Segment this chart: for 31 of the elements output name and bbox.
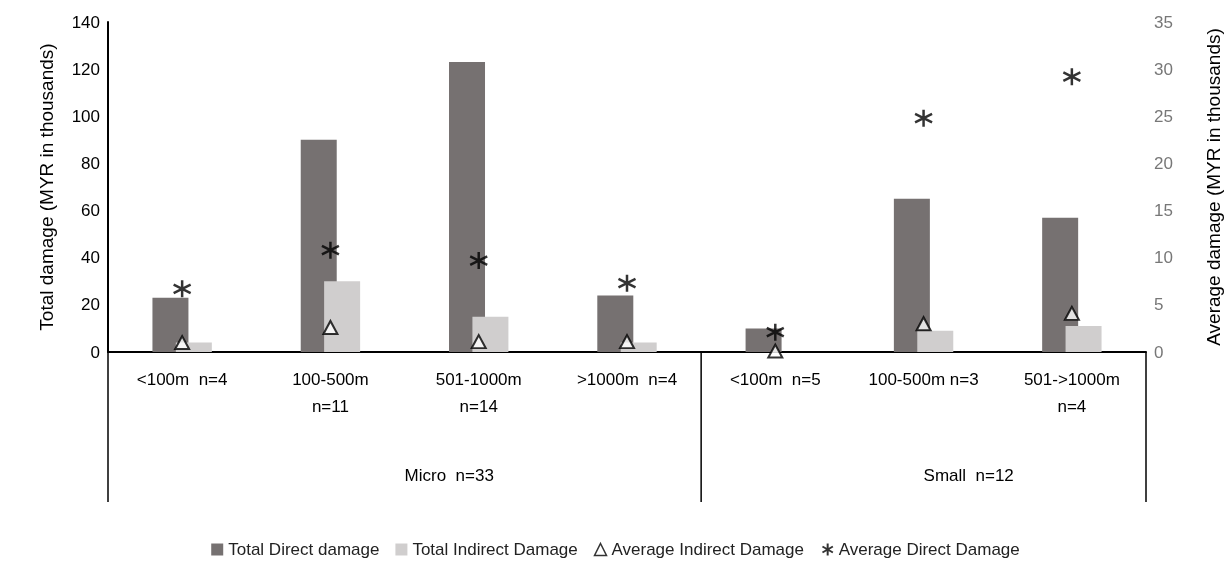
y-axis-title: Total damage (MYR in thousands) (36, 43, 57, 331)
y-tick-label: 100 (71, 106, 100, 126)
y-tick-label: 0 (90, 342, 100, 362)
x-tick-label: <100m n=5 (729, 370, 821, 389)
y2-tick-label: 25 (1154, 106, 1173, 126)
text: Small n=12 (923, 466, 1014, 485)
legend-label: Average Indirect Damage (611, 540, 804, 559)
y-tick-label: 60 (81, 201, 100, 221)
x-tick-label: <100m n=4 (136, 370, 228, 389)
y2-tick-label: 5 (1154, 295, 1164, 315)
y-tick-label: 40 (81, 248, 100, 268)
x-tick-label: 100-500m n=3 (868, 370, 979, 389)
y-tick-label: 80 (81, 153, 100, 173)
y2-tick-label: 15 (1154, 201, 1173, 221)
x-tick-label: >1000m n=4 (576, 370, 678, 389)
x-tick-label: 501-1000m n=14 (435, 370, 522, 416)
x-tick-label: 501->1000m n=4 (1023, 370, 1120, 416)
y2-tick-label: 35 (1154, 12, 1173, 32)
legend-label: Total Indirect Damage (412, 540, 578, 559)
y-tick-label: 120 (71, 59, 100, 79)
y2-tick-label: 20 (1154, 153, 1173, 173)
y2-tick-label: 10 (1154, 248, 1173, 268)
y-tick-label: 20 (81, 295, 100, 315)
y2-tick-label: 0 (1154, 342, 1164, 362)
x-tick-label: 100-500m n=11 (292, 370, 369, 416)
y2-tick-label: 30 (1154, 59, 1173, 79)
y2-axis-title: Average damage (MYR in thousands) (1203, 28, 1224, 346)
legend-label: Average Direct Damage (838, 540, 1020, 559)
legend-label: Total Direct damage (228, 540, 380, 559)
text: Micro n=33 (404, 466, 494, 485)
y-tick-label: 140 (71, 12, 100, 32)
